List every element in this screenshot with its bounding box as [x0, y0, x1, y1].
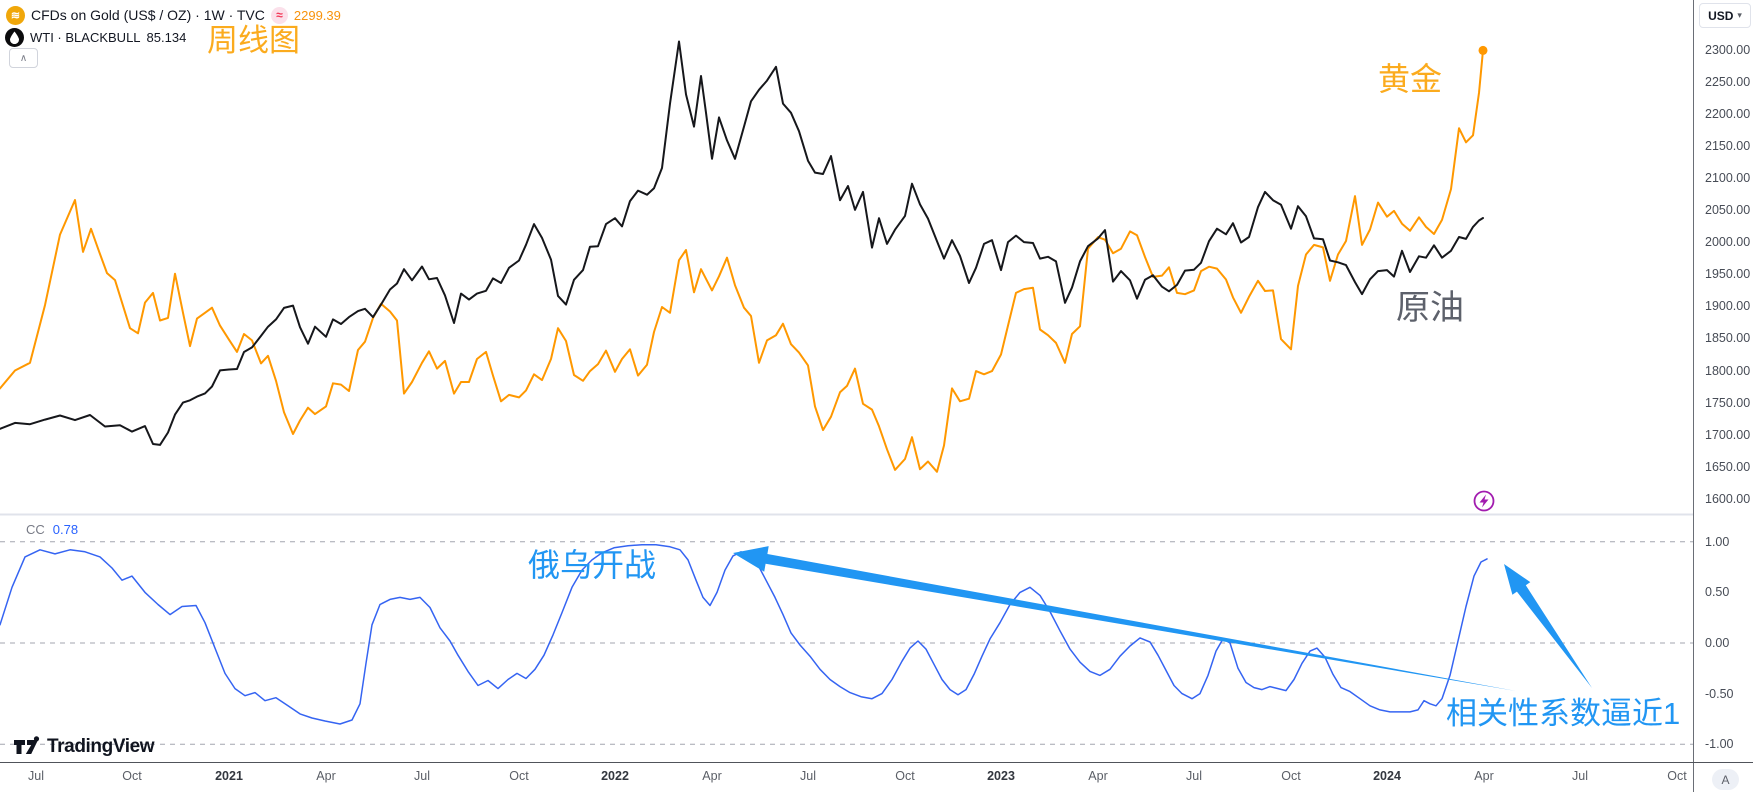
annotation-war-label[interactable]: 俄乌开战	[528, 547, 657, 583]
time-tick-label: 2021	[215, 769, 243, 783]
compare-symbol-title[interactable]: WTI · BLACKBULL	[30, 29, 141, 45]
annotation-oil-label[interactable]: 原油	[1396, 289, 1464, 327]
time-tick-label: Apr	[1088, 769, 1108, 783]
currency-dropdown[interactable]: USD ▾	[1699, 3, 1751, 28]
tradingview-logo[interactable]: TradingView	[13, 736, 155, 758]
currency-label: USD	[1708, 8, 1734, 23]
gold-last-point-dot	[1478, 45, 1488, 55]
chevron-down-icon: ▾	[1737, 10, 1742, 20]
gold-last-price: 2299.39	[293, 7, 341, 23]
price-tick-label: 2250.00	[1705, 75, 1751, 90]
cc-tick-label: 0.50	[1705, 585, 1730, 600]
price-tick-label: 1950.00	[1705, 267, 1751, 282]
symbol-legend-row[interactable]: ≋ CFDs on Gold (US$ / OZ) · 1W · TVC ≈ 2…	[6, 5, 341, 25]
price-tick-label: 1600.00	[1705, 491, 1751, 506]
wti-last-price: 85.134	[146, 29, 187, 45]
cc-indicator-name: CC	[26, 522, 45, 537]
oil-drop-icon	[5, 27, 24, 47]
cc-indicator-value: 0.78	[52, 522, 79, 537]
annotation-correlation-label[interactable]: 相关性系数逼近1	[1446, 696, 1681, 731]
cc-line[interactable]	[0, 543, 1488, 725]
time-tick-label: Apr	[316, 769, 336, 783]
axis-settings-button[interactable]: A	[1712, 769, 1739, 790]
time-tick-label: Oct	[509, 769, 529, 783]
symbol-title[interactable]: CFDs on Gold (US$ / OZ) · 1W · TVC	[31, 7, 265, 23]
price-tick-label: 2200.00	[1705, 107, 1751, 122]
correlation-arrow[interactable]	[1504, 564, 1592, 688]
time-tick-label: Oct	[895, 769, 915, 783]
time-tick-label: 2024	[1373, 769, 1401, 783]
cc-tick-label: 0.00	[1705, 636, 1730, 650]
time-tick-label: Jul	[800, 769, 816, 783]
time-tick-label: Jul	[1186, 769, 1202, 783]
price-tick-label: 2000.00	[1705, 235, 1751, 250]
annotation-gold-label[interactable]: 黄金	[1378, 61, 1443, 97]
war-peak-arrow[interactable]	[733, 546, 1516, 691]
annotation-weekly-label[interactable]: 周线图	[207, 23, 300, 58]
cc-tick-label: 1.00	[1705, 534, 1730, 549]
price-tick-label: 1700.00	[1705, 427, 1751, 442]
gold-symbol-icon: ≋	[6, 5, 25, 25]
time-tick-label: Jul	[1572, 769, 1588, 783]
lightning-icon[interactable]	[1473, 490, 1495, 512]
cc-indicator-legend[interactable]: CC 0.78	[26, 522, 78, 537]
time-tick-label: Apr	[702, 769, 722, 783]
time-tick-label: Oct	[1667, 769, 1687, 783]
time-tick-label: 2022	[601, 769, 629, 783]
price-tick-label: 2150.00	[1705, 139, 1751, 154]
gold-line[interactable]	[0, 49, 1484, 473]
price-tick-label: 2050.00	[1705, 203, 1751, 218]
time-tick-label: Oct	[122, 769, 142, 783]
price-tick-label: 2300.00	[1705, 43, 1751, 57]
time-tick-label: 2023	[987, 769, 1015, 783]
price-tick-label: 2100.00	[1705, 171, 1751, 186]
time-tick-label: Oct	[1281, 769, 1301, 783]
cc-tick-label: -1.00	[1705, 737, 1734, 752]
price-tick-label: 1650.00	[1705, 459, 1751, 474]
price-tick-label: 1750.00	[1705, 395, 1751, 410]
price-tick-label: 1850.00	[1705, 331, 1751, 346]
tradingview-logo-text: TradingView	[47, 736, 155, 757]
price-tick-label: 1900.00	[1705, 299, 1751, 314]
time-tick-label: Jul	[414, 769, 430, 783]
time-tick-label: Jul	[28, 769, 44, 783]
time-tick-label: Apr	[1474, 769, 1494, 783]
cc-tick-label: -0.50	[1705, 686, 1734, 701]
price-tick-label: 1800.00	[1705, 363, 1751, 378]
tradingview-logo-icon	[14, 736, 40, 754]
legend-collapse-button[interactable]: ∧	[9, 48, 38, 68]
wti-line[interactable]	[0, 40, 1484, 446]
delayed-data-badge[interactable]: ≈	[270, 6, 288, 24]
compare-legend-row[interactable]: WTI · BLACKBULL 85.134	[5, 27, 186, 47]
